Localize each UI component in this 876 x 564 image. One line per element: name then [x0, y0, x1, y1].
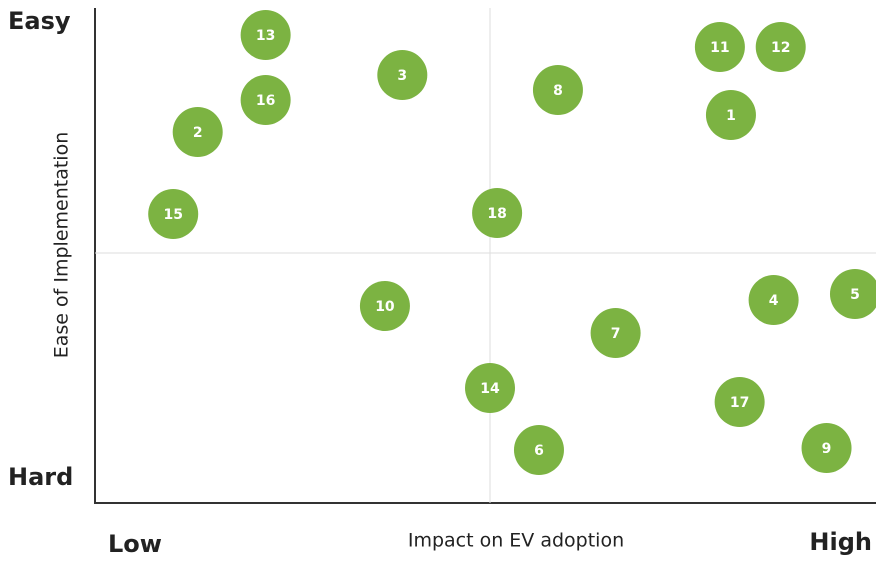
- point: [705, 90, 756, 140]
- point: [472, 188, 523, 238]
- point: [590, 308, 641, 358]
- point-label: 16: [256, 93, 275, 109]
- point-label: 12: [771, 40, 790, 56]
- y-high-label: Easy: [8, 7, 71, 35]
- point: [359, 281, 410, 331]
- point: [513, 425, 564, 475]
- point-label: 15: [163, 207, 182, 223]
- point-label: 14: [480, 381, 500, 397]
- point-label: 4: [769, 293, 779, 309]
- point: [748, 275, 799, 325]
- point-label: 17: [730, 395, 749, 411]
- point: [714, 377, 765, 427]
- point: [532, 65, 583, 115]
- point-label: 2: [193, 125, 203, 141]
- point: [829, 269, 876, 319]
- point-label: 7: [611, 326, 621, 342]
- point-label: 11: [710, 40, 729, 56]
- point-label: 3: [397, 68, 407, 84]
- y-axis-label: Ease of Implementation: [51, 132, 73, 359]
- x-high-label: High: [809, 528, 872, 556]
- point: [801, 423, 852, 473]
- point-label: 6: [534, 443, 544, 459]
- point-label: 13: [256, 28, 275, 44]
- point: [172, 107, 223, 157]
- point: [148, 189, 199, 239]
- point-label: 18: [487, 206, 506, 222]
- x-low-label: Low: [108, 530, 162, 558]
- point: [694, 22, 745, 72]
- point: [377, 50, 428, 100]
- point-label: 10: [375, 299, 395, 315]
- point-label: 9: [822, 441, 832, 457]
- point: [465, 363, 515, 413]
- y-low-label: Hard: [8, 463, 73, 491]
- point-label: 5: [850, 287, 860, 303]
- point: [240, 10, 291, 60]
- x-axis-label: Impact on EV adoption: [408, 530, 624, 552]
- point-label: 8: [553, 83, 563, 99]
- point: [240, 75, 291, 125]
- point-label: 1: [726, 108, 736, 124]
- point: [755, 22, 806, 72]
